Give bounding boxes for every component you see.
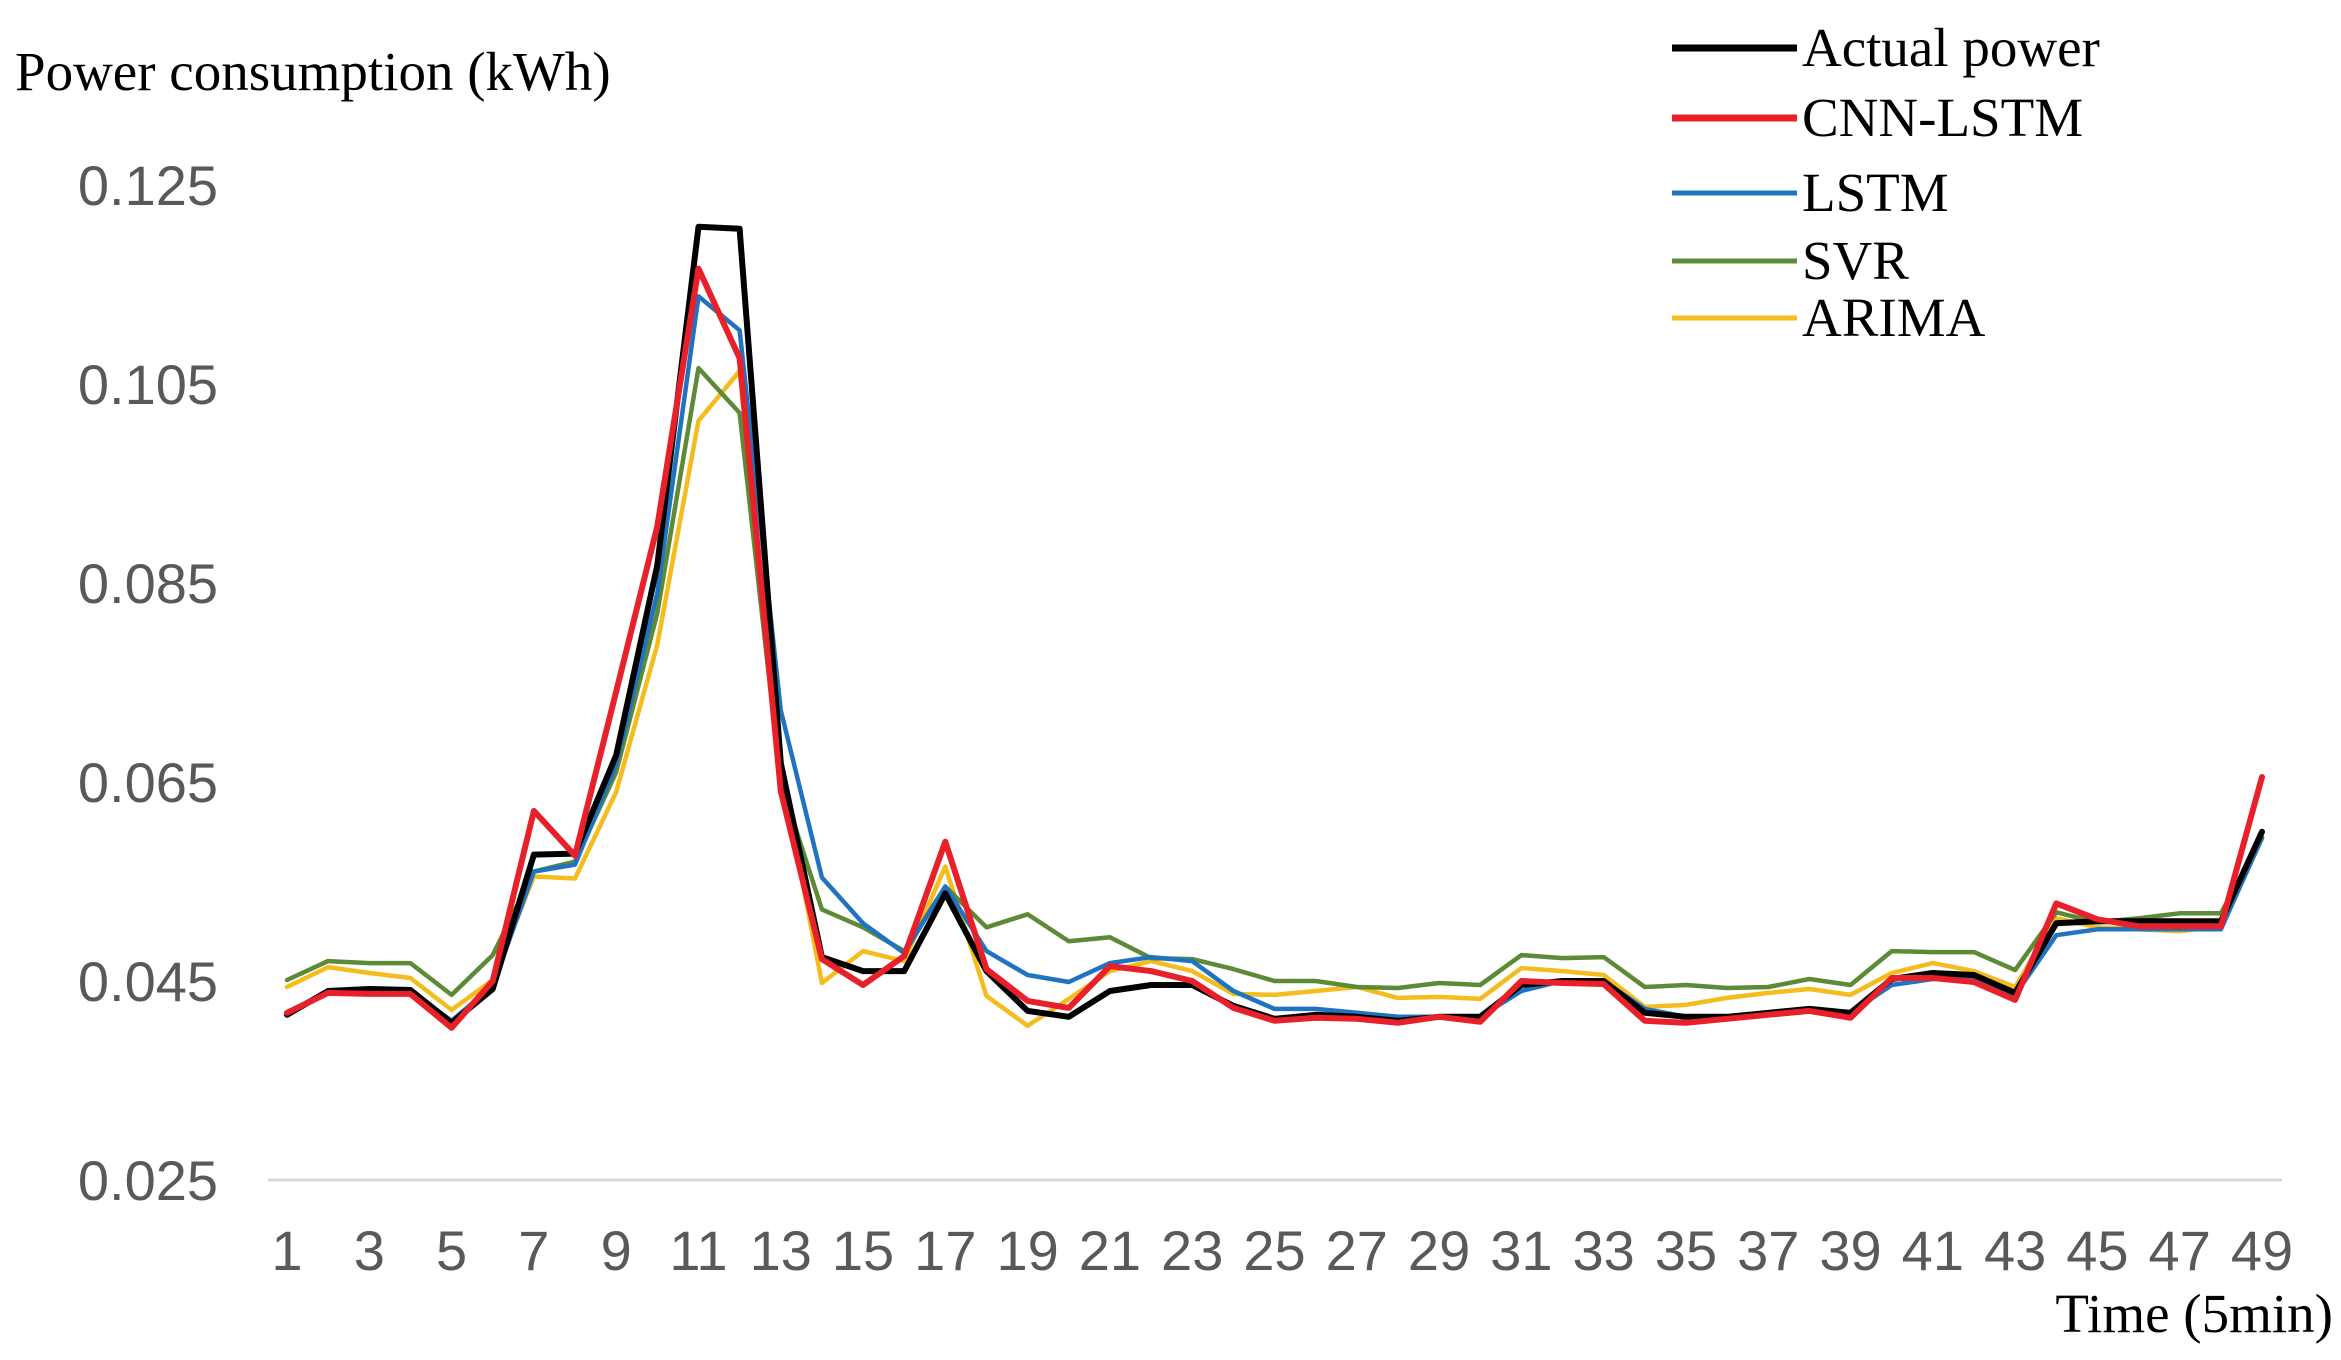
x-tick-label: 33 [1573, 1219, 1635, 1282]
x-tick-label: 19 [996, 1219, 1058, 1282]
x-tick-label: 13 [750, 1219, 812, 1282]
x-tick-label: 39 [1819, 1219, 1881, 1282]
x-tick-label: 29 [1408, 1219, 1470, 1282]
x-tick-label: 5 [436, 1219, 467, 1282]
y-tick-label: 0.025 [78, 1149, 218, 1212]
x-tick-label: 7 [518, 1219, 549, 1282]
x-axis-label: Time (5min) [2055, 1283, 2333, 1344]
x-tick-label: 21 [1079, 1219, 1141, 1282]
x-tick-label: 11 [669, 1219, 727, 1282]
y-tick-label: 0.125 [78, 154, 218, 217]
x-tick-label: 25 [1243, 1219, 1305, 1282]
y-axis-label: Power consumption (kWh) [15, 41, 611, 102]
y-tick-labels: 0.025 0.045 0.065 0.085 0.105 0.125 [78, 154, 218, 1212]
x-tick-label: 1 [271, 1219, 302, 1282]
legend-label: LSTM [1802, 162, 1949, 223]
series-line-svr [284, 365, 2265, 998]
x-tick-label: 27 [1326, 1219, 1388, 1282]
x-tick-label: 3 [354, 1219, 385, 1282]
legend-label: CNN-LSTM [1802, 87, 2083, 148]
y-tick-label: 0.085 [78, 552, 218, 615]
x-tick-label: 31 [1490, 1219, 1552, 1282]
x-tick-label: 9 [601, 1219, 632, 1282]
y-tick-label: 0.105 [78, 353, 218, 416]
x-tick-label: 41 [1902, 1219, 1964, 1282]
x-tick-label: 47 [2149, 1219, 2211, 1282]
legend-label: SVR [1802, 230, 1909, 291]
x-tick-label: 45 [2066, 1219, 2128, 1282]
y-tick-label: 0.065 [78, 751, 218, 814]
series-line-lstm [284, 294, 2265, 1024]
x-tick-label: 37 [1737, 1219, 1799, 1282]
x-tick-label: 15 [832, 1219, 894, 1282]
x-tick-label: 17 [914, 1219, 976, 1282]
series-line-cnn-lstm [284, 265, 2265, 1031]
y-tick-label: 0.045 [78, 950, 218, 1013]
x-tick-label: 49 [2231, 1219, 2293, 1282]
x-tick-labels: 1 3 5 7 9 11 13 15 17 19 21 23 25 27 29 31 33 35 37 39 41 43 4… [271, 1219, 2293, 1282]
x-tick-label: 35 [1655, 1219, 1717, 1282]
x-tick-label: 23 [1161, 1219, 1223, 1282]
x-tick-label: 43 [1984, 1219, 2046, 1282]
legend-label: ARIMA [1802, 287, 1986, 348]
series-line-arima [284, 368, 2265, 1029]
series-lines [284, 223, 2265, 1031]
legend-label: Actual power [1802, 17, 2100, 78]
